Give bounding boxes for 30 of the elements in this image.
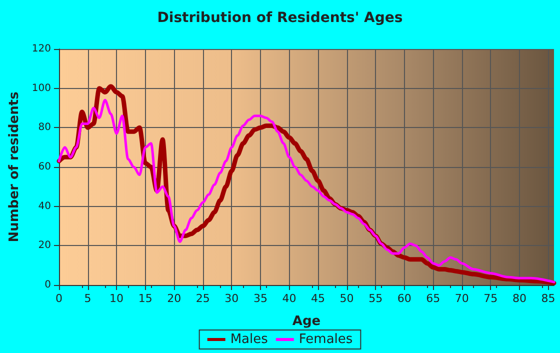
x-tick-label: 60 [397,292,412,305]
x-tick-label: 80 [512,292,526,305]
x-tick-label: 25 [196,292,210,305]
x-axis-title: Age [292,314,321,329]
y-axis-title: Number of residents [7,91,22,242]
x-tick-label: 15 [138,292,152,305]
y-tick-label: 80 [38,122,51,134]
x-tick-label: 0 [55,292,62,305]
chart-title: Distribution of Residents' Ages [157,10,403,26]
legend-label: Males [230,332,268,347]
x-tick-label: 30 [224,292,239,305]
x-tick-label: 5 [84,292,92,305]
x-tick-label: 65 [426,292,440,305]
x-tick-label: 70 [454,292,469,305]
x-tick-label: 85 [541,292,556,305]
x-tick-label: 35 [253,292,268,305]
x-tick-label: 10 [110,292,124,305]
x-tick-label: 55 [368,292,383,305]
x-tick-label: 50 [340,292,354,305]
y-tick-label: 60 [38,162,51,172]
y-tick-label: 120 [32,44,51,54]
x-tick-label: 40 [282,292,296,305]
y-tick-label: 0 [44,280,51,290]
x-tick-label: 75 [484,292,498,305]
x-tick-label: 45 [311,292,326,305]
y-tick-label: 40 [38,200,51,212]
y-tick-label: 100 [32,82,51,94]
y-tick-label: 20 [38,240,51,252]
x-tick-label: 20 [167,292,182,305]
legend-label: Females [298,332,353,347]
